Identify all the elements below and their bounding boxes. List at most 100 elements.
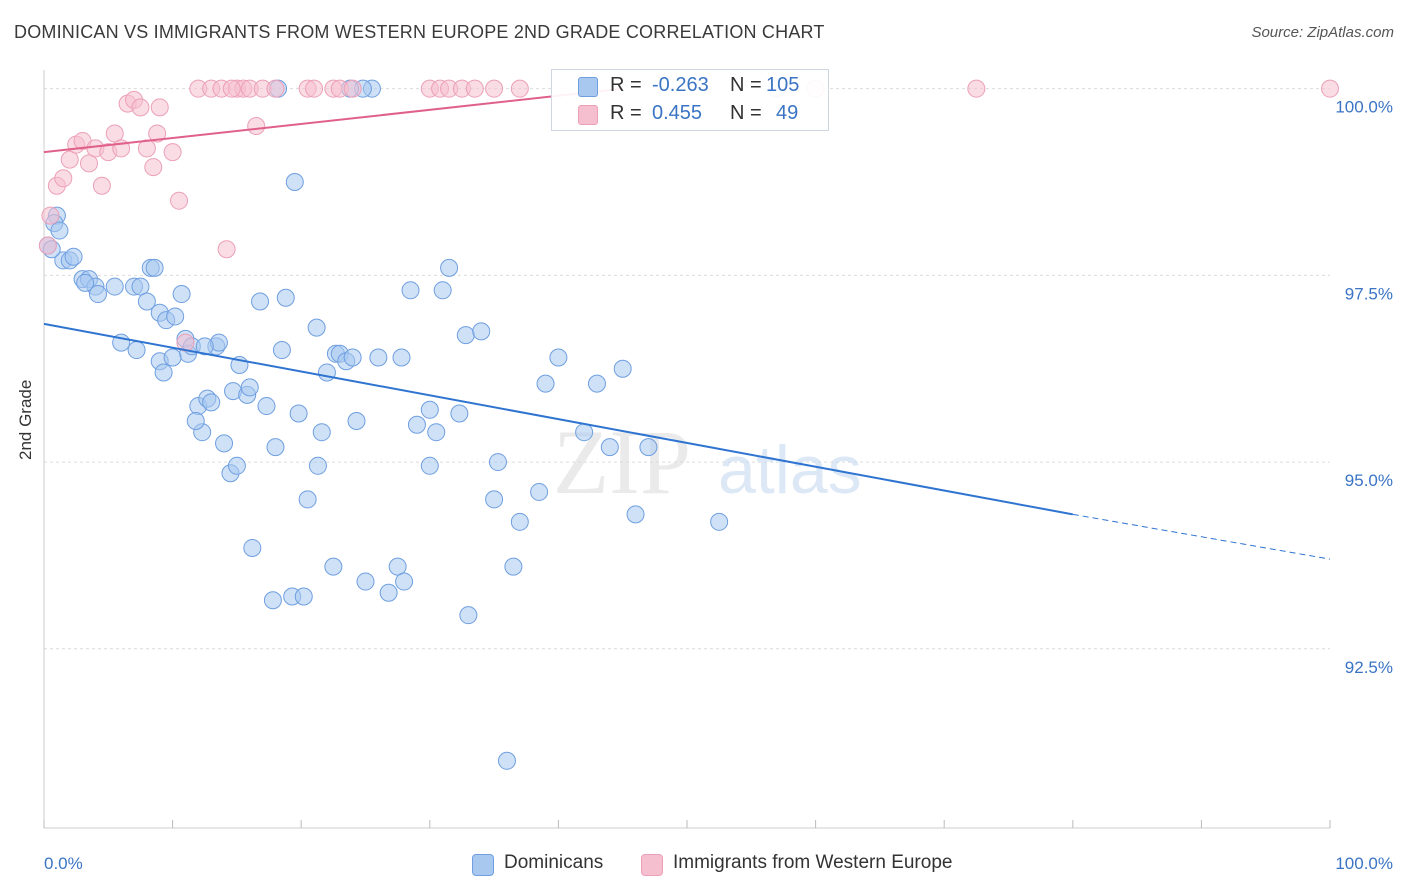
western-europe-point bbox=[150, 98, 169, 117]
pink-swatch bbox=[641, 854, 663, 876]
dominican-point bbox=[407, 415, 426, 434]
n-label: N = bbox=[730, 74, 762, 96]
dominican-point bbox=[497, 751, 516, 770]
dominican-point bbox=[137, 292, 156, 311]
blue-swatch bbox=[472, 854, 494, 876]
dominican-point bbox=[549, 348, 568, 367]
dominican-point bbox=[127, 341, 146, 360]
dominican-point bbox=[395, 572, 414, 591]
dominican-trend-extension bbox=[1072, 513, 1331, 560]
western-europe-point bbox=[38, 236, 57, 255]
dominican-point bbox=[459, 606, 478, 625]
dominican-point bbox=[131, 277, 150, 296]
western-europe-point bbox=[131, 98, 150, 117]
dominican-point bbox=[343, 348, 362, 367]
western-europe-point bbox=[54, 169, 73, 188]
dominican-point bbox=[510, 512, 529, 531]
dominican-point bbox=[166, 307, 185, 326]
western-europe-point bbox=[967, 79, 986, 98]
western-europe-point bbox=[163, 143, 182, 162]
dominican-point bbox=[276, 288, 295, 307]
western-europe-point bbox=[222, 79, 241, 98]
western-europe-point bbox=[343, 79, 362, 98]
dominican-point bbox=[307, 318, 326, 337]
dominican-point bbox=[379, 583, 398, 602]
legend-label-dominicans: Dominicans bbox=[504, 852, 604, 873]
western-europe-point bbox=[217, 240, 236, 259]
dominican-point bbox=[356, 572, 375, 591]
dominican-point bbox=[64, 247, 83, 266]
n-label: N = bbox=[730, 102, 762, 124]
y-tick-label: 100.0% bbox=[1335, 98, 1393, 117]
blue-swatch bbox=[578, 77, 598, 97]
dominican-point bbox=[472, 322, 491, 341]
y-tick-label: 95.0% bbox=[1345, 471, 1393, 490]
western-europe-point bbox=[80, 154, 99, 173]
dominican-point bbox=[420, 456, 439, 475]
dominican-point bbox=[530, 482, 549, 501]
dominican-point bbox=[347, 411, 366, 430]
dominican-point bbox=[308, 456, 327, 475]
dominican-point bbox=[575, 423, 594, 442]
dominican-point bbox=[105, 277, 124, 296]
dominican-point bbox=[163, 348, 182, 367]
western-europe-point bbox=[465, 79, 484, 98]
dominican-point bbox=[266, 438, 285, 457]
dominican-point bbox=[639, 438, 658, 457]
dominican-point bbox=[626, 505, 645, 524]
dominican-point bbox=[263, 591, 282, 610]
watermark-zip: ZIP bbox=[553, 411, 691, 513]
dominican-point bbox=[298, 490, 317, 509]
dominican-point bbox=[456, 326, 475, 345]
dominican-point bbox=[257, 397, 276, 416]
western-europe-point bbox=[510, 79, 529, 98]
dominican-point bbox=[504, 557, 523, 576]
dominican-point bbox=[488, 453, 507, 472]
x-tick-label: 0.0% bbox=[44, 854, 83, 873]
dominican-point bbox=[272, 341, 291, 360]
chart-title: DOMINICAN VS IMMIGRANTS FROM WESTERN EUR… bbox=[14, 22, 825, 42]
y-tick-label: 97.5% bbox=[1345, 284, 1393, 303]
pink-swatch bbox=[578, 105, 598, 125]
dominican-point bbox=[485, 490, 504, 509]
dominican-point bbox=[227, 456, 246, 475]
western-europe-point bbox=[148, 124, 167, 143]
dominican-point bbox=[172, 285, 191, 304]
dominican-point bbox=[294, 587, 313, 606]
r-value-dominicans: -0.263 bbox=[652, 74, 709, 96]
legend-row-western-europe: R = 0.455 N = 49 bbox=[552, 101, 828, 127]
western-europe-point bbox=[92, 176, 111, 195]
dominican-point bbox=[145, 258, 164, 277]
dominican-point bbox=[440, 258, 459, 277]
dominican-point bbox=[420, 400, 439, 419]
dominican-point bbox=[195, 337, 214, 356]
r-label: R = bbox=[610, 74, 642, 96]
dominican-point bbox=[433, 281, 452, 300]
dominican-point bbox=[243, 538, 262, 557]
dominican-point bbox=[392, 348, 411, 367]
watermark-atlas: atlas bbox=[718, 432, 862, 508]
n-value-dominicans: 105 bbox=[766, 74, 800, 96]
legend-row-dominicans: R = -0.263 N = 105 bbox=[552, 73, 828, 99]
western-europe-point bbox=[144, 158, 163, 177]
dominican-point bbox=[154, 363, 173, 382]
dominican-point bbox=[202, 393, 221, 412]
western-europe-point bbox=[41, 206, 60, 225]
dominican-point bbox=[450, 404, 469, 423]
dominican-point bbox=[76, 273, 95, 292]
correlation-legend: R = -0.263 N = 105 R = 0.455 N = 49 bbox=[551, 69, 829, 131]
dominican-point bbox=[613, 359, 632, 378]
dominican-point bbox=[710, 512, 729, 531]
western-europe-trend-line bbox=[43, 87, 623, 154]
dominican-point bbox=[587, 374, 606, 393]
dominican-point bbox=[536, 374, 555, 393]
western-europe-point bbox=[485, 79, 504, 98]
western-europe-point bbox=[266, 79, 285, 98]
dominican-point bbox=[289, 404, 308, 423]
dominican-point bbox=[89, 285, 108, 304]
dominican-point bbox=[401, 281, 420, 300]
y-tick-label: 92.5% bbox=[1345, 658, 1393, 677]
western-europe-point bbox=[60, 150, 79, 169]
dominican-point bbox=[50, 221, 69, 240]
dominican-point bbox=[324, 557, 343, 576]
